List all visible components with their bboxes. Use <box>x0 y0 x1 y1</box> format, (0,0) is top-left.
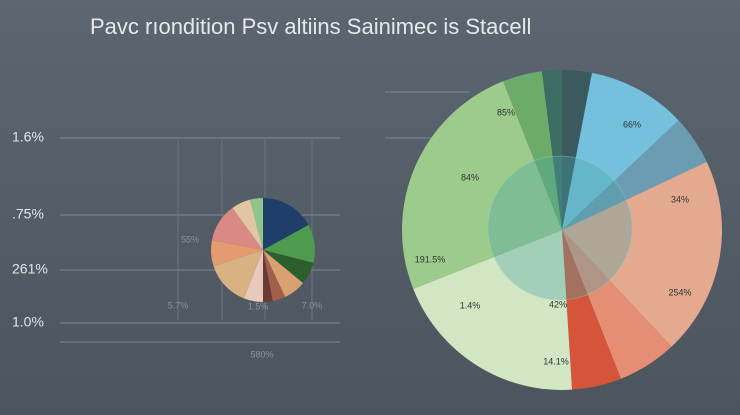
annotation: 14.1% <box>543 356 569 366</box>
axis-label: 1.6% <box>12 129 44 145</box>
pies <box>211 70 722 390</box>
pie-slice <box>263 250 304 298</box>
pie-slice <box>243 250 263 302</box>
pie-slice <box>211 207 263 250</box>
pie-slice <box>263 198 309 250</box>
annotation: 7.0% <box>302 300 323 310</box>
pie-slice <box>541 70 562 230</box>
annotation: 34% <box>671 194 689 204</box>
inner-circle <box>487 155 633 301</box>
annotation: 191.5% <box>415 254 446 264</box>
annotation: 85% <box>497 107 515 117</box>
pie-slice <box>211 240 263 267</box>
annotation: 66% <box>623 119 641 129</box>
pie-slice <box>562 230 672 379</box>
axis-label: 1.0% <box>12 314 44 330</box>
annotation: 254% <box>668 287 691 297</box>
pie-slice <box>413 230 573 390</box>
annotation: 55% <box>181 234 199 244</box>
axis-label: 261% <box>12 261 48 277</box>
annotation: 84% <box>461 172 479 182</box>
annotation: 42% <box>549 299 567 309</box>
pie-slice <box>562 120 707 230</box>
pie-slice <box>263 250 314 284</box>
annotation: 1.5% <box>248 301 269 311</box>
pie-slice <box>263 250 286 302</box>
labels: 1.6% .75% 261% 1.0% 55% 5.7% 1.5% 7.0% 580% 85% 66… <box>12 107 692 366</box>
pie-slice <box>562 161 722 347</box>
pie-slice <box>250 198 263 250</box>
pie-slice <box>263 224 316 263</box>
pie-slice <box>562 72 679 230</box>
pie-slice <box>232 199 263 250</box>
annotation: 1.4% <box>460 300 481 310</box>
annotation: 5.7% <box>168 300 189 310</box>
pie-slice <box>401 81 562 289</box>
pie-slice <box>263 250 273 302</box>
pie-slice <box>213 250 263 299</box>
pie-slice <box>562 230 621 390</box>
pie-slice <box>562 70 592 230</box>
inner-overlay <box>487 155 633 301</box>
annotation: 580% <box>250 349 273 359</box>
axis-label: .75% <box>12 206 44 222</box>
pie-slice <box>503 71 562 230</box>
chart-title: Pavc rıondition Psv altiins Sainimec is … <box>90 14 531 39</box>
